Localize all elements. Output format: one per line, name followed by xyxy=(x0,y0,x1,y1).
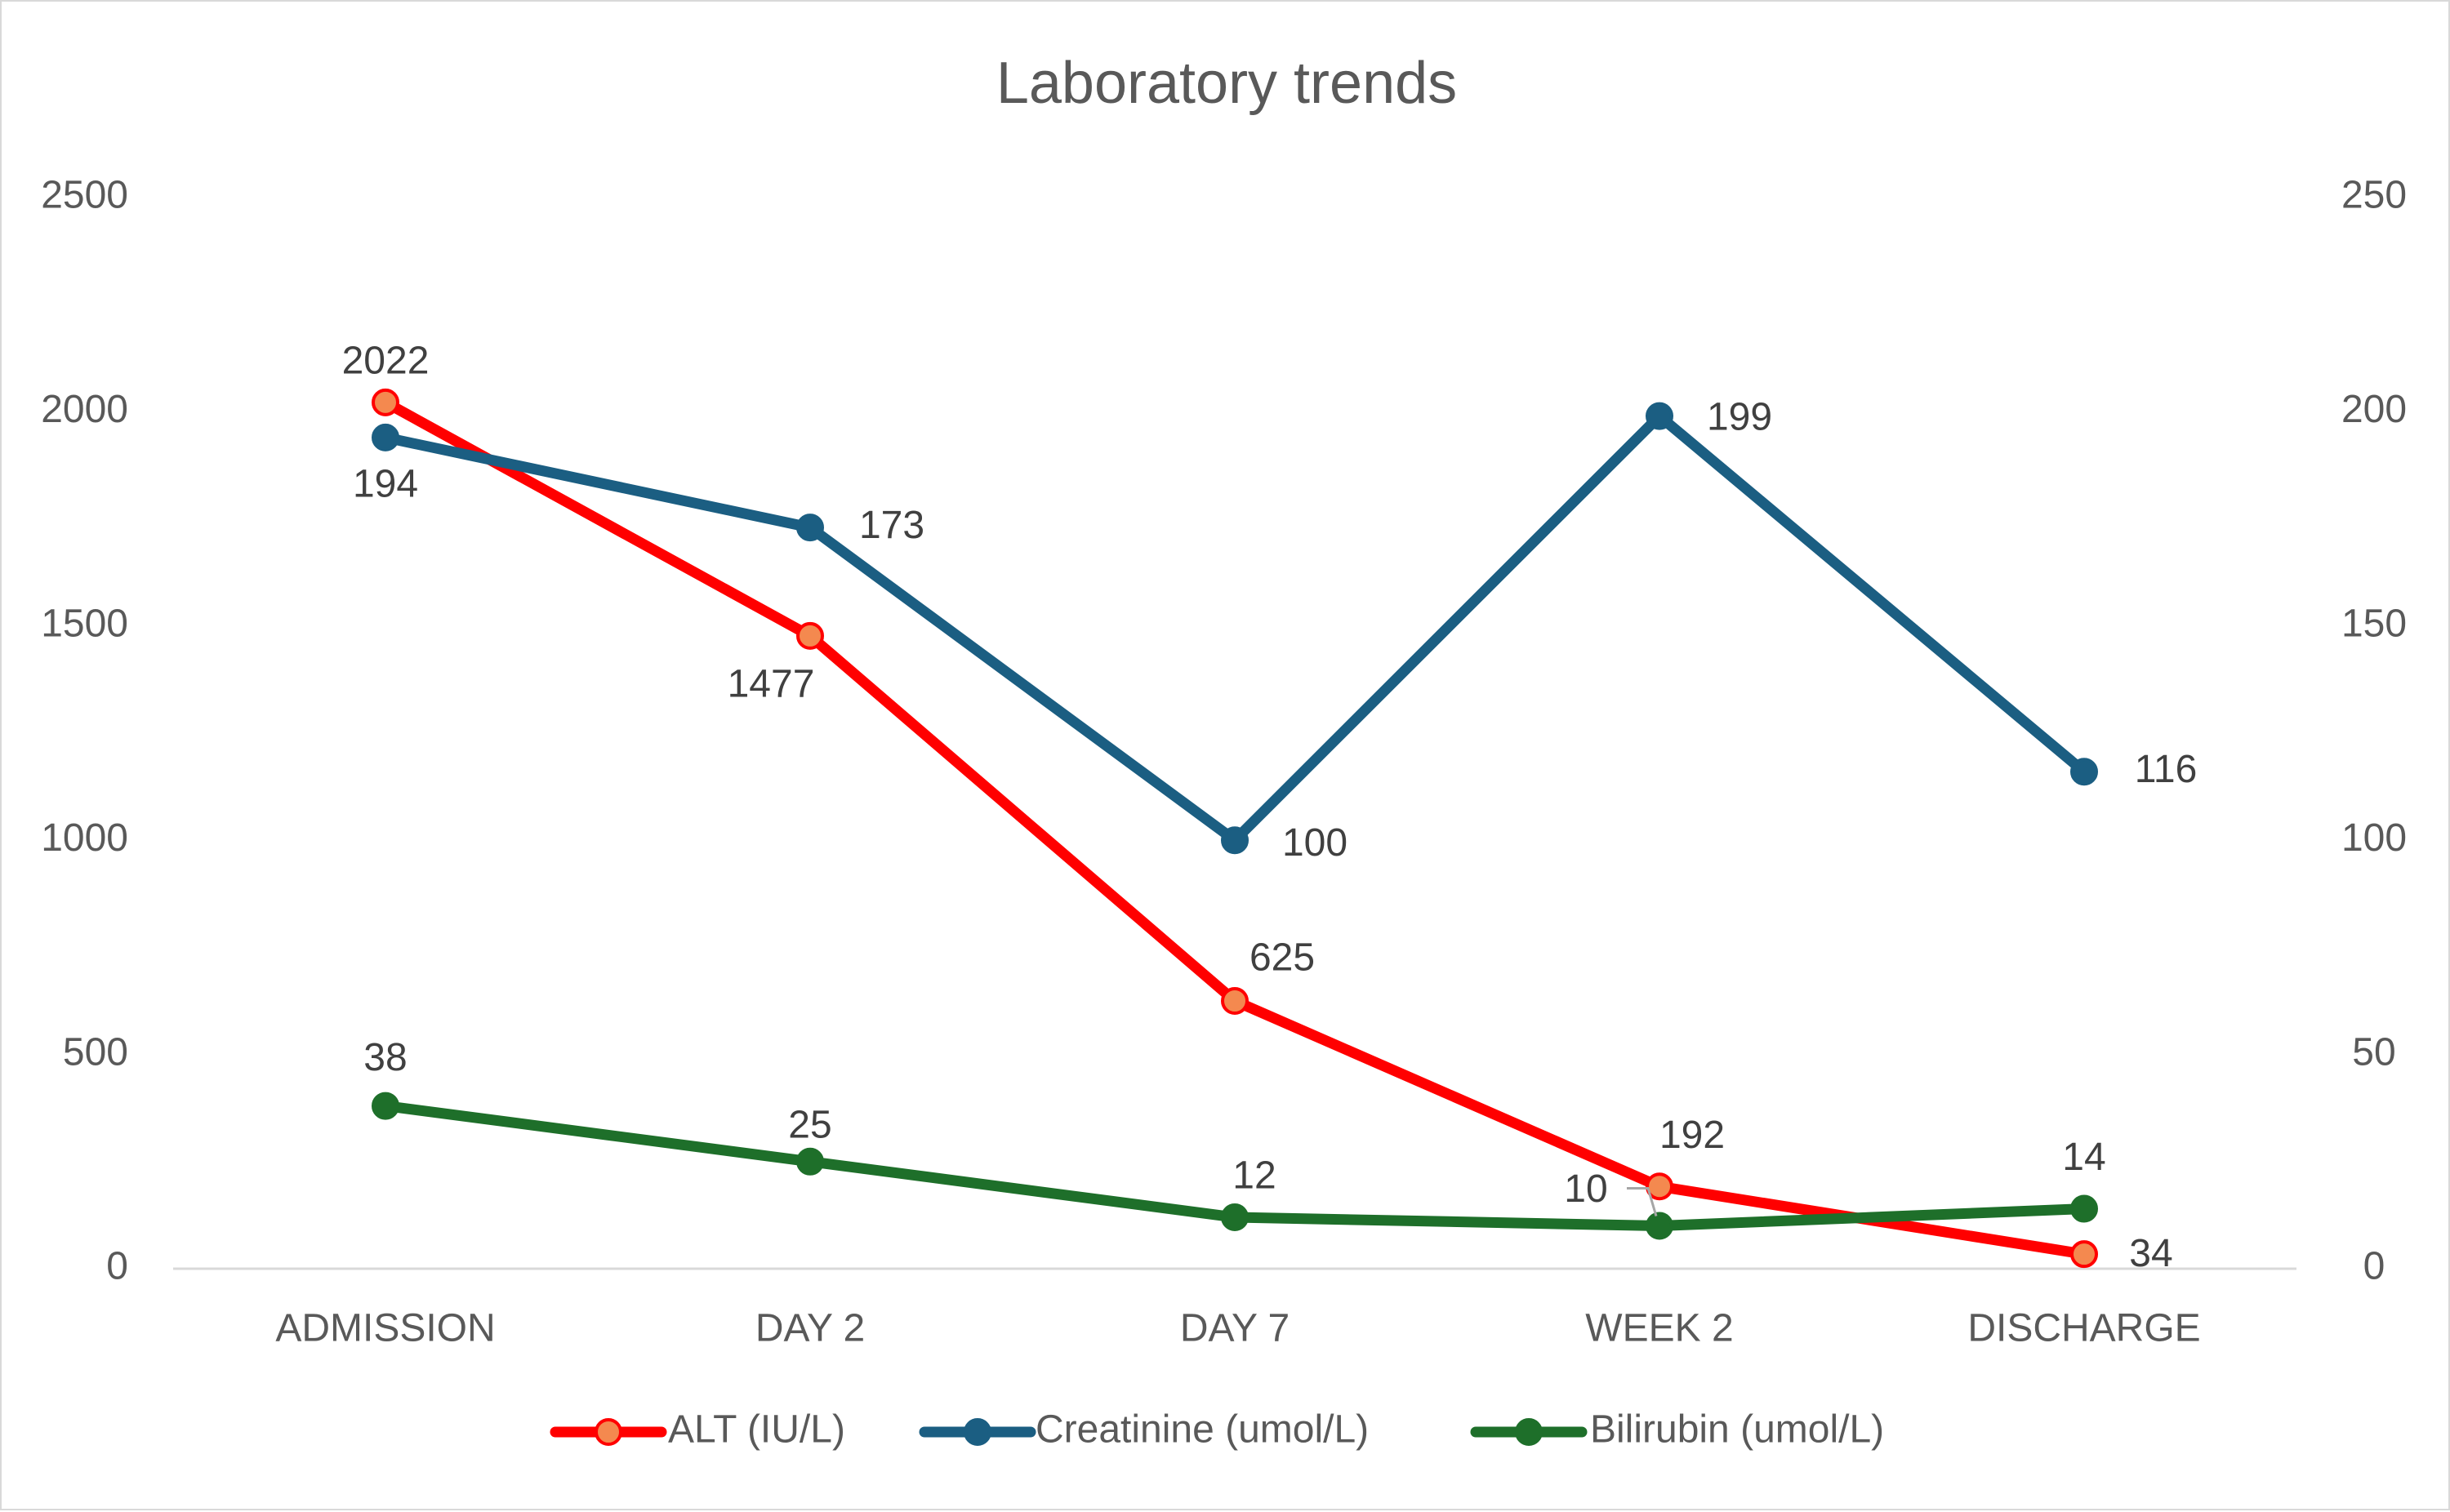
data-label: 625 xyxy=(1250,936,1315,980)
y-right-tick-label: 100 xyxy=(2341,816,2407,860)
data-labels: 2022 1477 625 192 34 194 173 100 199 116 38 25 12 10 1… xyxy=(342,340,2198,1275)
data-point xyxy=(1221,987,1249,1015)
x-tick-label: WEEK 2 xyxy=(1585,1307,1733,1350)
data-point xyxy=(372,388,399,416)
data-point xyxy=(1221,1203,1249,1232)
data-point xyxy=(1646,1212,1673,1240)
legend-label: Bilirubin (umol/L) xyxy=(1590,1408,1884,1452)
series-layer xyxy=(372,388,2098,1269)
data-label: 116 xyxy=(2135,748,2198,791)
data-label: 199 xyxy=(1707,395,1772,438)
data-point xyxy=(1646,1172,1673,1201)
y-left-tick-label: 500 xyxy=(63,1030,128,1074)
x-tick-label: DAY 7 xyxy=(1180,1307,1290,1350)
y-left-tick-label: 2500 xyxy=(41,174,128,217)
data-point xyxy=(796,1147,824,1176)
y-right-tick-label: 0 xyxy=(2363,1245,2385,1288)
data-label: 100 xyxy=(1282,821,1348,865)
chart-title: Laboratory trends xyxy=(996,51,1457,116)
legend[interactable]: ALT (IU/L) Creatinine (umol/L) Bilirubin (… xyxy=(550,1408,1884,1452)
data-label: 12 xyxy=(1232,1154,1276,1198)
legend-item[interactable]: ALT (IU/L) xyxy=(550,1408,845,1452)
data-point xyxy=(1646,402,1673,430)
axes: 0 500 1000 1500 2000 2500 0 50 100 150 200 250 ADMIS… xyxy=(41,174,2407,1350)
data-label: 194 xyxy=(353,463,418,506)
y-right-tick-label: 200 xyxy=(2341,388,2407,431)
data-point xyxy=(2070,1240,2098,1269)
data-label: 34 xyxy=(2129,1232,2172,1275)
data-point xyxy=(372,423,399,451)
data-point xyxy=(796,621,824,650)
y-right-tick-label: 50 xyxy=(2352,1030,2395,1074)
x-tick-label: DAY 2 xyxy=(755,1307,865,1350)
legend-marker xyxy=(595,1418,622,1446)
legend-marker xyxy=(1515,1418,1543,1446)
data-label: 14 xyxy=(2062,1136,2105,1179)
data-label: 1477 xyxy=(728,663,815,706)
data-label: 38 xyxy=(363,1036,407,1079)
y-right-tick-label: 250 xyxy=(2341,174,2407,217)
legend-item[interactable]: Creatinine (umol/L) xyxy=(919,1408,1369,1452)
y-left-tick-label: 0 xyxy=(106,1245,128,1288)
y-left-tick-label: 1500 xyxy=(41,602,128,645)
y-left-tick-label: 2000 xyxy=(41,388,128,431)
leader-line xyxy=(1627,1187,1658,1216)
data-label: 25 xyxy=(788,1103,831,1146)
legend-item[interactable]: Bilirubin (umol/L) xyxy=(1470,1408,1884,1452)
series-line xyxy=(380,411,2090,846)
data-label: 192 xyxy=(1659,1114,1725,1157)
data-point xyxy=(2070,758,2098,786)
data-label: 2022 xyxy=(342,340,430,383)
legend-label: Creatinine (umol/L) xyxy=(1036,1408,1369,1452)
x-tick-label: ADMISSION xyxy=(275,1307,495,1350)
legend-marker xyxy=(964,1418,991,1446)
data-point xyxy=(1221,826,1249,855)
data-label: 10 xyxy=(1564,1167,1607,1211)
data-point xyxy=(2070,1194,2098,1223)
data-label: 173 xyxy=(859,504,924,547)
y-left-tick-label: 1000 xyxy=(41,816,128,860)
data-point xyxy=(372,1092,399,1120)
legend-label: ALT (IU/L) xyxy=(668,1408,845,1452)
data-point xyxy=(796,514,824,542)
x-tick-label: DISCHARGE xyxy=(1967,1307,2200,1350)
y-right-tick-label: 150 xyxy=(2341,602,2407,645)
